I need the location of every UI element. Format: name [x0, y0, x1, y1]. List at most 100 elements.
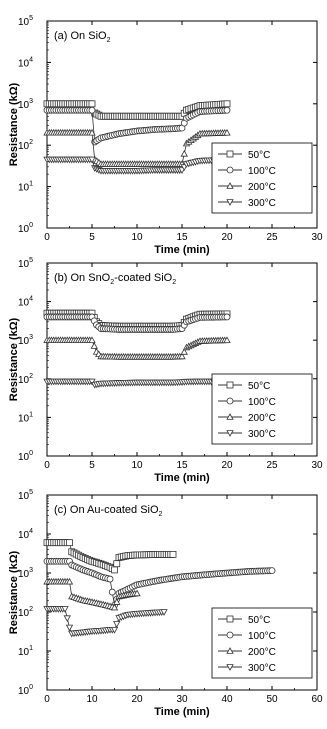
y-tick-label: 103 — [18, 334, 33, 347]
data-point — [180, 149, 188, 157]
data-point — [113, 560, 121, 568]
y-tick-label: 103 — [18, 98, 33, 111]
data-point — [88, 106, 96, 114]
y-tick-label: 103 — [18, 567, 33, 580]
series-3 — [43, 606, 168, 638]
legend-marker — [226, 182, 234, 189]
x-tick-label: 15 — [176, 460, 188, 471]
x-axis-title: Time (min) — [154, 244, 210, 256]
panel-label-sub: 2 — [110, 279, 114, 286]
data-point — [88, 156, 96, 164]
legend: 50°C 100°C 200°C 300°C — [211, 142, 313, 214]
legend-label: 100°C — [248, 397, 276, 408]
data-point — [160, 609, 168, 616]
series-3 — [43, 156, 231, 175]
x-tick-label: 10 — [131, 232, 143, 243]
x-axis-title: Time (min) — [154, 706, 210, 718]
x-tick-label: 25 — [266, 460, 278, 471]
legend-label: 200°C — [248, 413, 276, 424]
y-tick-label: 105 — [18, 489, 33, 502]
series-2 — [43, 577, 141, 611]
data-point — [63, 615, 71, 623]
data-point — [223, 336, 231, 344]
y-tick-label: 105 — [18, 257, 33, 270]
y-tick-label: 101 — [18, 411, 33, 424]
y-tick-exponent: 1 — [29, 181, 33, 188]
legend-label: 50°C — [248, 150, 270, 161]
legend-label: 300°C — [248, 429, 276, 440]
series-3 — [43, 378, 231, 389]
data-point — [223, 128, 231, 136]
legend-marker — [226, 413, 234, 420]
legend-marker — [226, 430, 234, 437]
y-tick-label: 101 — [18, 181, 33, 194]
y-tick-exponent: 4 — [29, 56, 33, 63]
x-tick-label: 5 — [89, 460, 95, 471]
legend-marker — [226, 381, 234, 389]
series-0 — [43, 539, 177, 574]
y-tick-exponent: 5 — [29, 15, 33, 22]
panel-label: (b) On SnO2-coated SiO2 — [54, 272, 176, 286]
data-point — [106, 575, 114, 583]
data-point — [88, 128, 96, 136]
legend-marker — [226, 397, 234, 405]
x-tick-label: 0 — [44, 694, 50, 705]
data-point — [180, 348, 188, 355]
data-point — [61, 606, 69, 613]
legend-marker — [226, 150, 234, 158]
data-point — [108, 588, 116, 596]
legend-marker — [226, 647, 234, 654]
panel-label-sub: 2 — [107, 37, 111, 44]
x-tick-label: 25 — [266, 232, 278, 243]
y-tick-exponent: 3 — [29, 334, 33, 341]
data-point — [88, 336, 96, 344]
y-tick-exponent: 1 — [29, 411, 33, 418]
y-tick-exponent: 2 — [29, 606, 33, 613]
x-tick-label: 5 — [89, 232, 95, 243]
x-tick-label: 50 — [266, 694, 278, 705]
y-tick-exponent: 3 — [29, 567, 33, 574]
legend-marker — [226, 615, 234, 623]
x-tick-label: 10 — [86, 694, 98, 705]
legend-label: 100°C — [248, 631, 276, 642]
x-tick-label: 30 — [311, 232, 323, 243]
x-tick-label: 30 — [176, 694, 188, 705]
y-tick-label: 101 — [18, 645, 33, 658]
x-tick-label: 40 — [221, 694, 233, 705]
data-point — [113, 621, 121, 628]
data-point — [223, 100, 231, 108]
data-point — [113, 598, 121, 605]
y-tick-label: 102 — [18, 606, 33, 619]
y-tick-exponent: 0 — [29, 684, 33, 691]
legend: 50°C 100°C 200°C 300°C — [211, 607, 313, 679]
panel-label-rest: -coated SiO — [114, 272, 173, 284]
panel-label: (c) On Au-coated SiO2 — [54, 504, 163, 518]
data-point — [133, 589, 141, 597]
x-axis-title: Time (min) — [154, 472, 210, 484]
x-tick-label: 30 — [311, 460, 323, 471]
y-tick-label: 104 — [18, 56, 33, 69]
data-point — [90, 342, 98, 349]
legend-marker — [226, 199, 234, 206]
data-point — [111, 566, 118, 574]
y-tick-label: 105 — [18, 15, 33, 28]
panel-label-sub2: 2 — [172, 279, 176, 286]
data-point — [223, 313, 231, 321]
x-tick-label: 10 — [131, 460, 143, 471]
series-0 — [43, 100, 231, 120]
x-tick-label: 60 — [311, 694, 323, 705]
series-1 — [43, 557, 276, 609]
y-tick-label: 102 — [18, 373, 33, 386]
data-point — [65, 577, 74, 585]
y-tick-exponent: 0 — [29, 450, 33, 457]
legend-label: 200°C — [248, 182, 276, 193]
legend-marker — [226, 166, 234, 174]
y-tick-exponent: 5 — [29, 257, 33, 264]
x-tick-label: 0 — [44, 232, 50, 243]
data-point — [88, 100, 96, 108]
data-point — [268, 567, 276, 575]
data-point — [65, 624, 74, 632]
